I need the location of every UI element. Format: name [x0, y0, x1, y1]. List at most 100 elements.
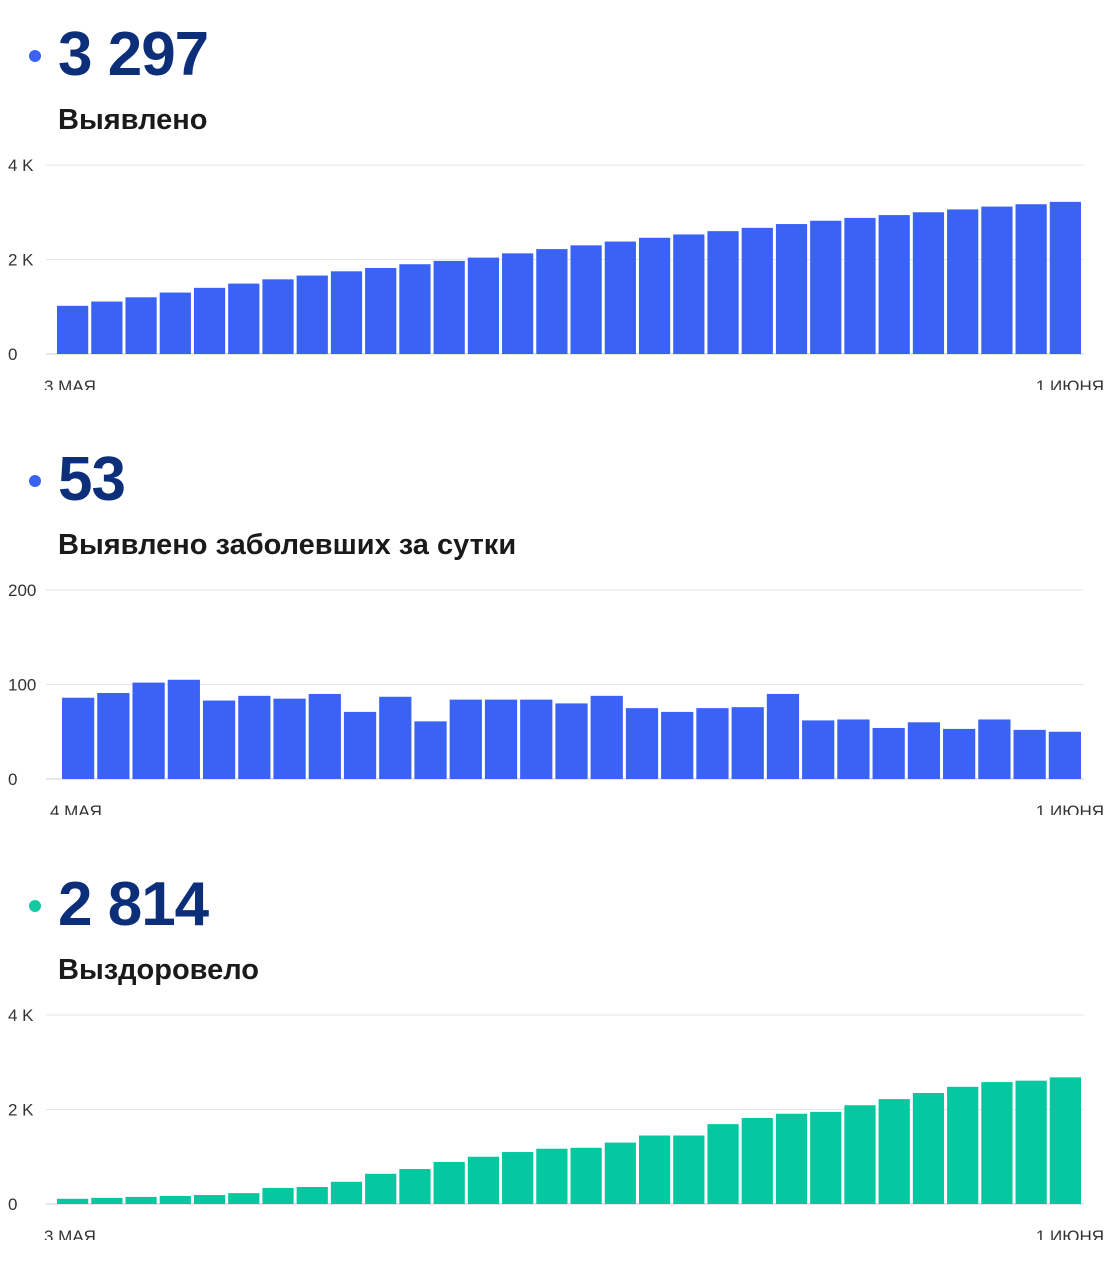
bar	[590, 695, 623, 779]
bar	[467, 1156, 500, 1204]
bar	[844, 1105, 876, 1204]
bar	[1048, 731, 1081, 779]
bar	[775, 224, 808, 354]
bar	[1015, 204, 1047, 354]
bar	[414, 721, 447, 779]
bar	[947, 209, 979, 354]
bar	[202, 700, 236, 779]
bar	[696, 708, 729, 780]
bar	[625, 708, 659, 780]
bar	[741, 227, 773, 354]
y-tick-label: 2 K	[8, 1101, 34, 1120]
bar	[707, 1124, 739, 1204]
bar	[604, 241, 636, 354]
bar	[570, 1147, 602, 1204]
bar	[638, 1135, 671, 1204]
y-tick-label: 100	[8, 676, 36, 695]
bar	[132, 682, 165, 779]
bar	[604, 1142, 636, 1204]
y-tick-label: 200	[8, 581, 36, 600]
bar	[981, 1082, 1013, 1204]
bar	[62, 697, 95, 779]
bar	[1049, 1077, 1081, 1204]
bar	[91, 1197, 123, 1204]
y-tick-label: 0	[8, 770, 17, 789]
x-start-label: 3 МАЯ	[44, 377, 96, 390]
bar	[638, 237, 671, 354]
bar	[484, 699, 518, 779]
bar	[467, 257, 500, 354]
bar	[262, 1187, 294, 1204]
detected-total-chart: 0 2 K 4 K 3 МАЯ 1 ИЮНЯ	[8, 156, 1104, 390]
bar	[707, 231, 739, 354]
bar	[343, 711, 377, 779]
series-dot	[29, 475, 41, 487]
bar	[907, 722, 941, 779]
x-end-label: 1 ИЮНЯ	[1036, 1227, 1104, 1240]
x-end-label: 1 ИЮНЯ	[1036, 802, 1104, 815]
bar	[365, 1173, 397, 1204]
total-detected-value: 3 297	[58, 20, 209, 89]
bar	[1013, 729, 1046, 779]
y-tick-label: 2 K	[8, 251, 34, 270]
bar	[1049, 201, 1081, 354]
bar	[661, 711, 694, 779]
bar	[330, 1181, 363, 1204]
bar	[837, 719, 870, 779]
daily-new-label: Выявлено заболевших за сутки	[58, 529, 517, 561]
recovered-total-chart: 0 2 K 4 K 3 МАЯ 1 ИЮНЯ	[8, 1006, 1104, 1240]
bar	[238, 695, 271, 779]
panel-detected-total: 3 297 Выявлено 0 2 K 4 K 3 МАЯ 1 ИЮНЯ	[0, 0, 1118, 425]
bar	[365, 268, 397, 354]
recovered-total-label: Выздоровело	[58, 954, 260, 986]
bar	[844, 217, 876, 354]
bar	[878, 215, 910, 354]
x-start-label: 4 МАЯ	[50, 802, 102, 815]
bar	[943, 728, 976, 779]
bar	[308, 693, 341, 779]
series-dot	[29, 900, 41, 912]
bar	[502, 1152, 534, 1204]
bar	[673, 1135, 705, 1204]
x-start-label: 3 МАЯ	[44, 1227, 96, 1240]
bar	[570, 245, 602, 354]
bar	[775, 1113, 808, 1204]
bar	[296, 1186, 328, 1204]
bar	[379, 696, 412, 779]
bar	[536, 1148, 568, 1204]
panel-daily-new: 53 Выявлено заболевших за сутки 0 100 200 4…	[0, 425, 1118, 850]
bar	[912, 1092, 945, 1204]
y-tick-label: 0	[8, 1195, 17, 1214]
bar	[399, 264, 431, 354]
bar	[433, 260, 465, 354]
recovered-total-value: 2 814	[58, 870, 209, 939]
bar	[167, 679, 200, 779]
x-end-label: 1 ИЮНЯ	[1036, 377, 1104, 390]
bar	[125, 297, 157, 354]
series-dot	[29, 50, 41, 62]
bar	[978, 719, 1011, 779]
bar	[802, 720, 835, 779]
bar	[159, 292, 191, 354]
daily-new-value: 53	[58, 445, 126, 514]
bar	[766, 693, 800, 779]
bar	[810, 1111, 842, 1204]
daily-new-chart: 0 100 200 4 МАЯ 1 ИЮНЯ	[8, 581, 1104, 815]
total-detected-label: Выявлено	[58, 104, 208, 136]
bar	[536, 249, 568, 354]
bar	[273, 698, 306, 779]
bar	[262, 279, 294, 354]
bar	[193, 287, 226, 354]
bar	[159, 1195, 191, 1204]
bar	[810, 220, 842, 354]
bar	[433, 1161, 465, 1204]
bar	[330, 271, 363, 354]
bar	[97, 693, 130, 779]
bar	[555, 703, 588, 779]
bar	[228, 283, 260, 354]
bar	[741, 1118, 773, 1204]
bar	[449, 699, 482, 779]
bar	[296, 275, 328, 354]
y-tick-label: 4 K	[8, 1006, 34, 1025]
bar	[912, 212, 945, 354]
